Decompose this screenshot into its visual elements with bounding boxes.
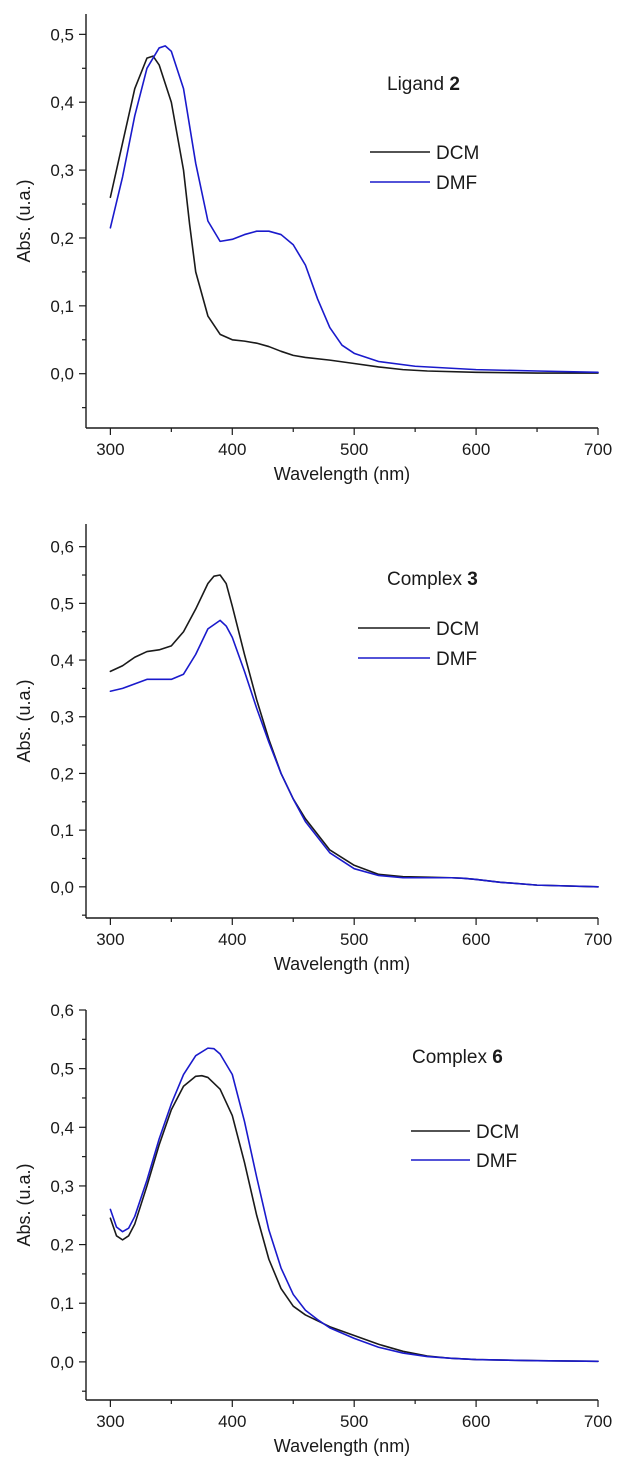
series-line-dmf bbox=[109, 45, 599, 374]
y-tick-label: 0,4 bbox=[50, 1118, 74, 1137]
series-line-dcm bbox=[109, 574, 599, 888]
y-axis-title: Abs. (u.a.) bbox=[14, 1163, 34, 1246]
y-tick-label: 0,5 bbox=[50, 1060, 74, 1079]
y-tick-label: 0,4 bbox=[50, 93, 74, 112]
series-line-dmf bbox=[109, 1047, 599, 1363]
panel-title-number: 2 bbox=[449, 74, 460, 95]
series-line-dmf bbox=[109, 619, 599, 888]
y-axis-title: Abs. (u.a.) bbox=[14, 179, 34, 262]
x-tick-label: 500 bbox=[340, 440, 368, 459]
x-tick-label: 500 bbox=[340, 930, 368, 949]
y-tick-label: 0,1 bbox=[50, 1294, 74, 1313]
y-tick-label: 0,3 bbox=[50, 1177, 74, 1196]
legend-label-dcm: DCM bbox=[436, 619, 479, 640]
y-tick-label: 0,0 bbox=[50, 878, 74, 897]
panel-title-number: 3 bbox=[467, 569, 478, 590]
series-line-dcm bbox=[109, 1074, 599, 1363]
y-tick-label: 0,6 bbox=[50, 538, 74, 557]
panel-title-text: Complex bbox=[412, 1047, 492, 1068]
x-tick-label: 300 bbox=[96, 1412, 124, 1431]
x-tick-label: 300 bbox=[96, 440, 124, 459]
chart-panel-2: 300 400 500 600 700 0,0 0,1 0,2 0,3 0,4 0,5 0,6 Wave… bbox=[14, 524, 612, 974]
x-axis-title: Wavelength (nm) bbox=[274, 1436, 410, 1456]
x-tick-label: 400 bbox=[218, 1412, 246, 1431]
chart-panel-3: 300 400 500 600 700 0,0 0,1 0,2 0,3 0,4 0,5 0,6 Wave… bbox=[14, 1001, 612, 1456]
y-tick-label: 0,2 bbox=[50, 1236, 74, 1255]
y-tick-label: 0,3 bbox=[50, 161, 74, 180]
legend-label-dmf: DMF bbox=[436, 649, 477, 670]
y-tick-label: 0,1 bbox=[50, 297, 74, 316]
y-tick-label: 0,1 bbox=[50, 821, 74, 840]
legend-label-dmf: DMF bbox=[476, 1151, 517, 1172]
y-tick-label: 0,6 bbox=[50, 1001, 74, 1020]
panel-title-text: Ligand bbox=[387, 74, 449, 95]
y-axis-title: Abs. (u.a.) bbox=[14, 679, 34, 762]
x-tick-label: 700 bbox=[584, 440, 612, 459]
panel-title: Complex 6 bbox=[412, 1047, 503, 1068]
series-line-dcm bbox=[109, 55, 599, 374]
x-tick-label: 600 bbox=[462, 440, 490, 459]
x-tick-label: 300 bbox=[96, 930, 124, 949]
panel-title-text: Complex bbox=[387, 569, 467, 590]
x-tick-label: 600 bbox=[462, 1412, 490, 1431]
legend-label-dcm: DCM bbox=[436, 143, 479, 164]
panel-title: Complex 3 bbox=[387, 569, 478, 590]
panel-title-number: 6 bbox=[492, 1047, 503, 1068]
x-tick-label: 400 bbox=[218, 930, 246, 949]
chart-panel-1: 300 400 500 600 700 0,0 0,1 0,2 0,3 0,4 0,5 Wavelen… bbox=[14, 14, 612, 484]
x-tick-label: 400 bbox=[218, 440, 246, 459]
y-tick-label: 0,2 bbox=[50, 229, 74, 248]
x-tick-label: 700 bbox=[584, 1412, 612, 1431]
y-tick-label: 0,4 bbox=[50, 651, 74, 670]
legend-label-dmf: DMF bbox=[436, 173, 477, 194]
x-tick-label: 500 bbox=[340, 1412, 368, 1431]
y-tick-label: 0,5 bbox=[50, 25, 74, 44]
y-tick-label: 0,5 bbox=[50, 594, 74, 613]
x-tick-label: 600 bbox=[462, 930, 490, 949]
y-tick-label: 0,2 bbox=[50, 764, 74, 783]
y-tick-label: 0,3 bbox=[50, 708, 74, 727]
x-tick-label: 700 bbox=[584, 930, 612, 949]
y-tick-label: 0,0 bbox=[50, 365, 74, 384]
panel-title: Ligand 2 bbox=[387, 74, 460, 95]
y-tick-label: 0,0 bbox=[50, 1353, 74, 1372]
x-axis-title: Wavelength (nm) bbox=[274, 954, 410, 974]
x-axis-title: Wavelength (nm) bbox=[274, 464, 410, 484]
legend-label-dcm: DCM bbox=[476, 1122, 519, 1143]
